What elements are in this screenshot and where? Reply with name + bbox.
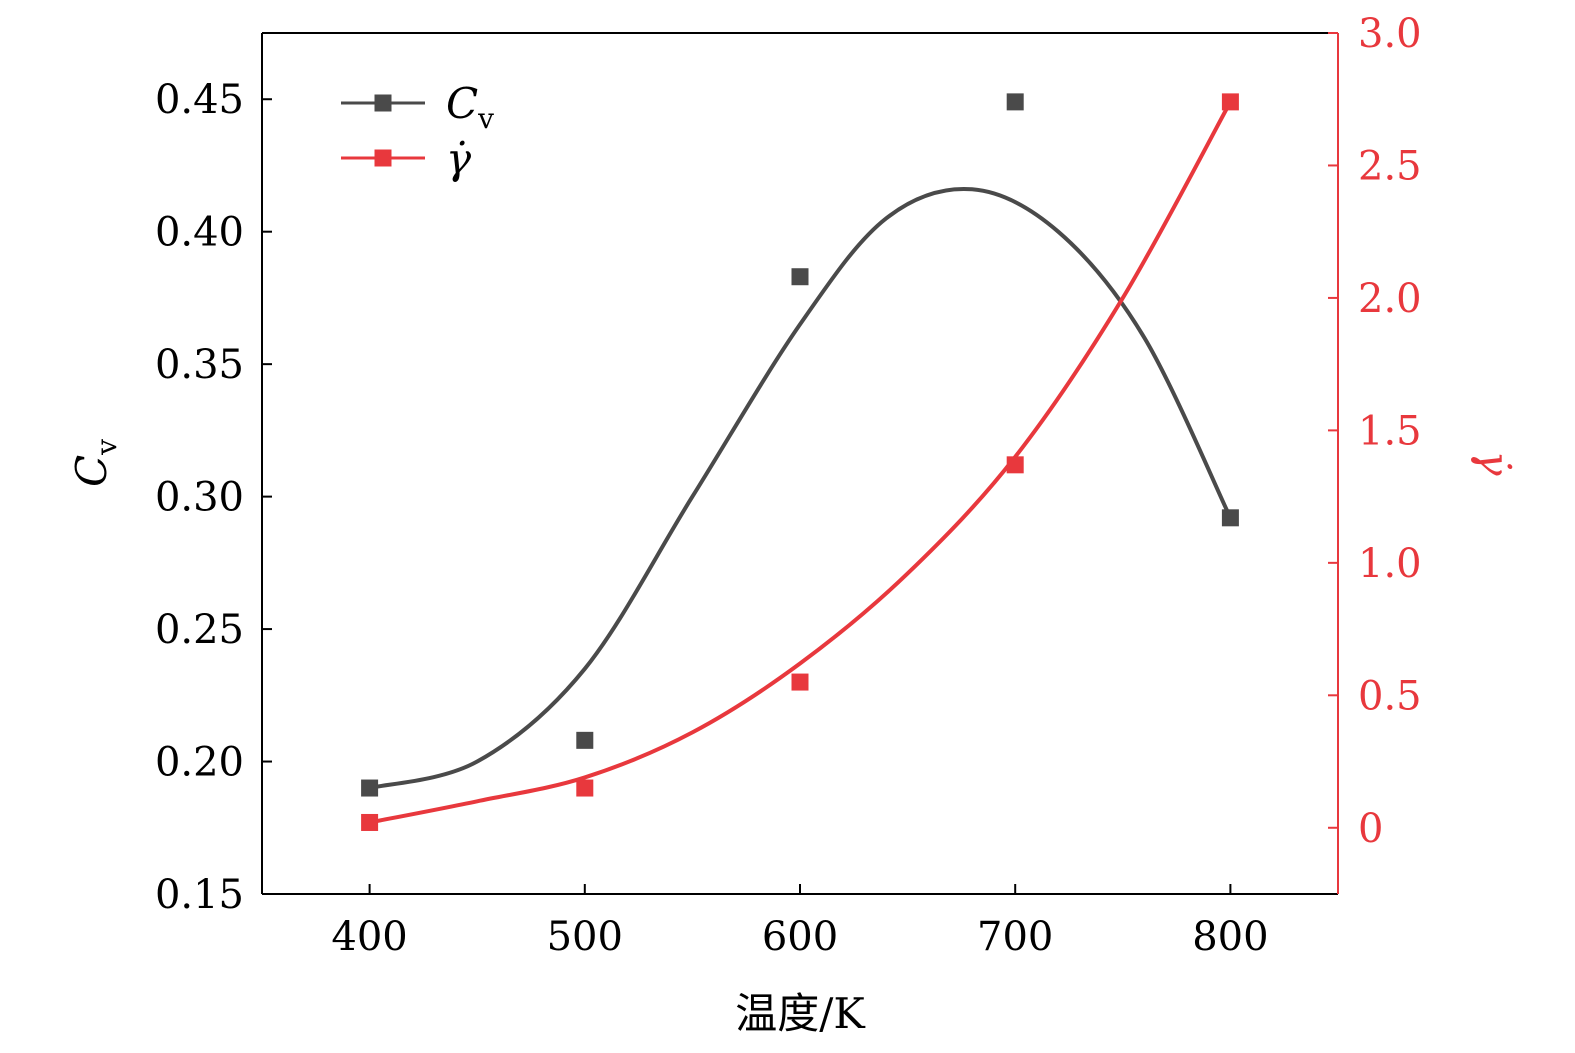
point-gamma-700 xyxy=(1006,456,1024,474)
fit-line-gamma xyxy=(369,100,1233,825)
plot-frame xyxy=(261,32,1339,895)
axis-tick-labels: 400 500 600 700 800 0.15 0.20 0.25 0.30 0.35 0.40 0… xyxy=(155,11,1422,960)
y-left-tick-label-0.35: 0.35 xyxy=(155,342,244,388)
x-axis-title: 温度/K xyxy=(735,989,866,1038)
y-left-tick-label-0.30: 0.30 xyxy=(155,475,244,521)
x-tick-label-800: 800 xyxy=(1192,914,1268,960)
y-axis-left-title-sub: v xyxy=(90,439,123,456)
y-right-tick-label-2.0: 2.0 xyxy=(1358,276,1422,322)
y-right-tick-label-0: 0 xyxy=(1358,806,1383,852)
y-left-tick-label-0.25: 0.25 xyxy=(155,607,244,653)
y-axis-right-title: γ̇ xyxy=(1470,450,1519,476)
point-cv-600 xyxy=(791,268,809,286)
y-left-tick-label-0.45: 0.45 xyxy=(155,77,244,123)
y-right-tick-label-0.5: 0.5 xyxy=(1358,673,1422,719)
x-tick-label-500: 500 xyxy=(547,914,623,960)
y-right-tick-label-2.5: 2.5 xyxy=(1358,143,1422,189)
legend: Cv γ̇ xyxy=(341,79,494,183)
x-tick-label-700: 700 xyxy=(977,914,1053,960)
point-gamma-800 xyxy=(1221,93,1239,111)
axis-ticks xyxy=(262,32,1338,895)
y-right-tick-label-1.0: 1.0 xyxy=(1358,541,1422,587)
legend-marker-cv xyxy=(374,94,392,112)
x-tick-label-400: 400 xyxy=(331,914,407,960)
point-cv-400 xyxy=(361,779,379,797)
y-right-tick-label-3.0: 3.0 xyxy=(1358,11,1422,57)
point-cv-700 xyxy=(1006,93,1024,111)
fit-line-cv xyxy=(369,186,1233,790)
legend-marker-gamma xyxy=(374,149,392,167)
legend-label-cv: Cv xyxy=(446,79,494,135)
y-left-tick-label-0.40: 0.40 xyxy=(155,210,244,256)
point-gamma-600 xyxy=(791,673,809,691)
legend-label-gamma: γ̇ xyxy=(446,134,472,183)
point-cv-500 xyxy=(576,731,594,749)
legend-label-cv-main: C xyxy=(446,79,478,128)
y-left-tick-label-0.15: 0.15 xyxy=(155,872,244,918)
y-axis-left-title: Cv xyxy=(67,439,123,487)
y-left-tick-label-0.20: 0.20 xyxy=(155,740,244,786)
legend-label-cv-sub: v xyxy=(477,102,494,135)
y-axis-left-title-main: C xyxy=(67,455,116,487)
point-cv-800 xyxy=(1221,509,1239,527)
x-tick-label-600: 600 xyxy=(762,914,838,960)
y-right-tick-label-1.5: 1.5 xyxy=(1358,408,1422,454)
point-gamma-500 xyxy=(576,779,594,797)
data-markers xyxy=(361,93,1239,831)
point-gamma-400 xyxy=(361,813,379,831)
fit-lines xyxy=(369,100,1233,825)
